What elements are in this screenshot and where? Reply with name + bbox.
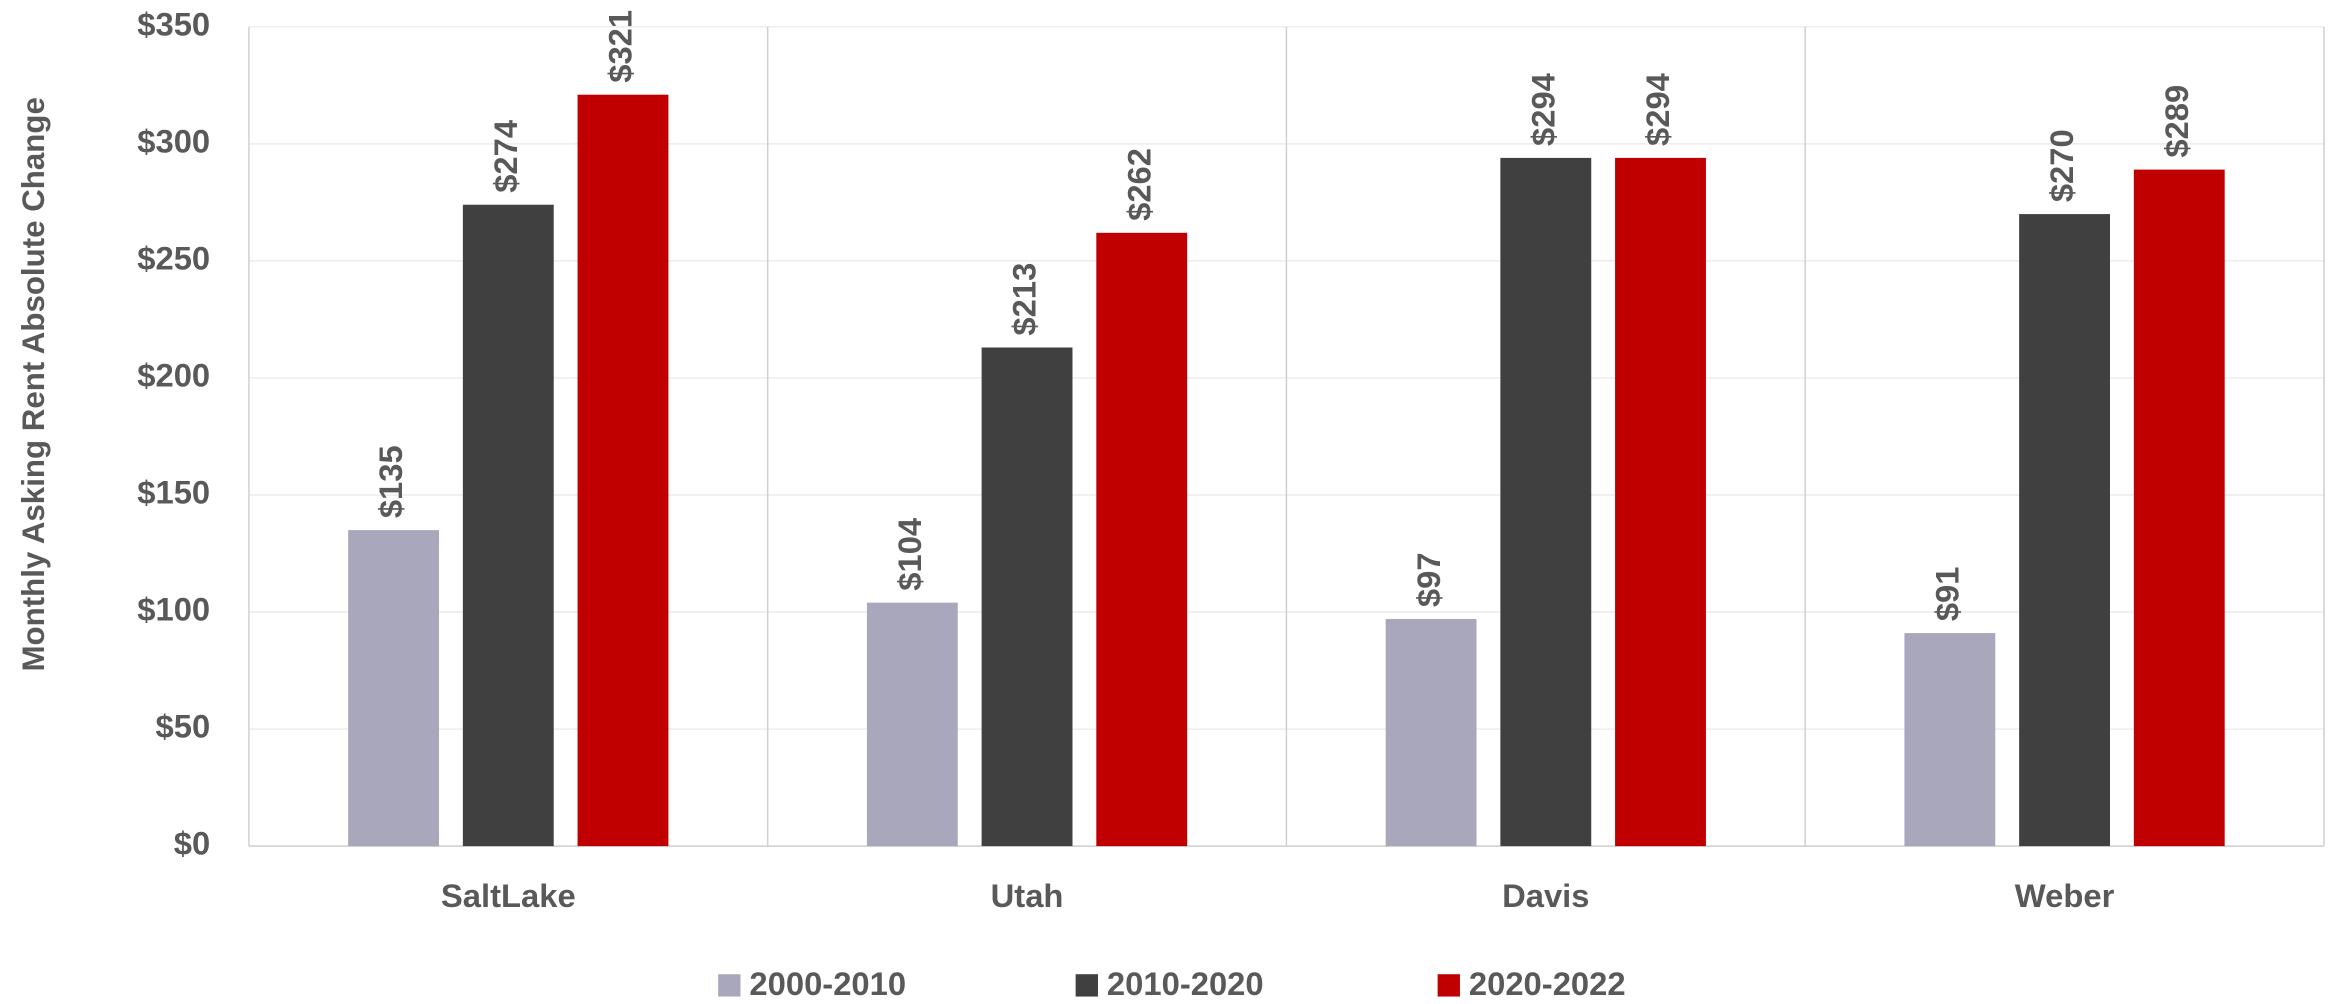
value-label: $294 [1639, 72, 1676, 146]
bar [2133, 169, 2225, 847]
bar [2019, 214, 2110, 847]
bar [1385, 619, 1477, 847]
y-tick-label: $100 [137, 591, 210, 628]
x-tick-label: Weber [2015, 877, 2115, 914]
value-label: $270 [2043, 129, 2080, 202]
bar [462, 204, 554, 847]
legend-label: 2010-2020 [1107, 965, 1264, 1002]
value-label: $262 [1120, 148, 1157, 221]
x-tick-label: Davis [1502, 877, 1589, 914]
value-label: $97 [1410, 552, 1447, 607]
y-tick-label: $200 [137, 357, 210, 394]
y-tick-label: $50 [156, 708, 211, 745]
bar [1500, 157, 1592, 847]
x-tick-label: SaltLake [441, 877, 576, 914]
x-tick-label: Utah [991, 877, 1064, 914]
legend-label: 2020-2022 [1469, 965, 1626, 1002]
legend-swatch [718, 974, 741, 997]
bar [1096, 232, 1188, 847]
value-label: $135 [372, 445, 409, 518]
y-tick-label: $0 [174, 825, 210, 862]
y-tick-label: $350 [137, 5, 210, 42]
bar [577, 94, 669, 847]
value-label: $274 [487, 119, 524, 193]
value-label: $289 [2158, 85, 2195, 158]
value-label: $213 [1006, 263, 1043, 336]
legend-swatch [1075, 974, 1098, 997]
value-label: $104 [891, 517, 928, 591]
y-tick-label: $150 [137, 474, 210, 511]
y-tick-label: $300 [137, 123, 210, 160]
bar [1904, 633, 1996, 847]
bar [866, 602, 958, 847]
legend-label: 2000-2010 [749, 965, 906, 1002]
bar [981, 347, 1073, 847]
bar [348, 530, 440, 847]
bar [1615, 157, 1706, 847]
y-tick-label: $250 [137, 240, 210, 277]
value-label: $321 [602, 10, 639, 83]
value-label: $91 [1929, 566, 1966, 621]
legend-swatch [1437, 974, 1460, 997]
value-label: $294 [1524, 72, 1561, 146]
y-axis-label: Monthly Asking Rent Absolute Change [16, 97, 51, 671]
